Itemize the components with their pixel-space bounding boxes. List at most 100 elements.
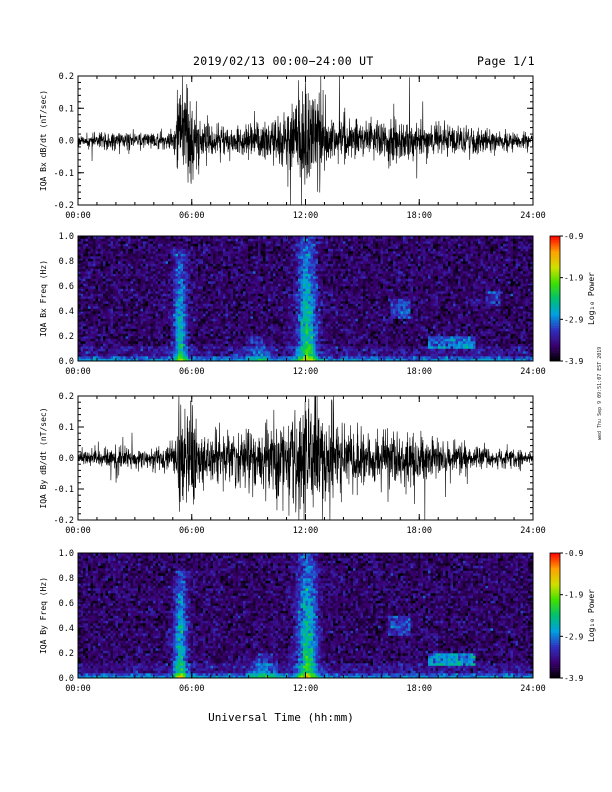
heatmap-cell [88, 249, 91, 252]
heatmap-cell [108, 246, 111, 249]
heatmap-cell [171, 281, 174, 284]
heatmap-cell [113, 314, 116, 317]
heatmap-cell [306, 349, 309, 352]
heatmap-cell [88, 321, 91, 324]
heatmap-cell [253, 329, 256, 332]
heatmap-cell [226, 274, 229, 277]
heatmap-cell [293, 321, 296, 324]
heatmap-cell [308, 289, 311, 292]
heatmap-cell [248, 314, 251, 317]
heatmap-cell [88, 301, 91, 304]
heatmap-cell [283, 276, 286, 279]
heatmap-cell [298, 321, 301, 324]
heatmap-cell [116, 274, 119, 277]
heatmap-cell [193, 276, 196, 279]
heatmap-cell [258, 244, 261, 247]
heatmap-cell [303, 311, 306, 314]
heatmap-cell [223, 261, 226, 264]
heatmap-cell [178, 314, 181, 317]
heatmap-cell [298, 324, 301, 327]
heatmap-cell [261, 279, 264, 282]
heatmap-cell [238, 276, 241, 279]
heatmap-cell [146, 344, 149, 347]
heatmap-cell [178, 281, 181, 284]
heatmap-cell [103, 296, 106, 299]
heatmap-cell [93, 344, 96, 347]
heatmap-cell [148, 324, 151, 327]
heatmap-cell [103, 246, 106, 249]
heatmap-cell [253, 326, 256, 329]
heatmap-cell [168, 311, 171, 314]
heatmap-cell [211, 344, 214, 347]
heatmap-cell [196, 349, 199, 352]
heatmap-cell [318, 319, 321, 322]
heatmap-cell [231, 266, 234, 269]
heatmap-cell [263, 266, 266, 269]
heatmap-cell [193, 271, 196, 274]
heatmap-cell [111, 264, 114, 267]
heatmap-cell [278, 276, 281, 279]
heatmap-cell [311, 299, 314, 302]
heatmap-cell [233, 326, 236, 329]
heatmap-cell [283, 261, 286, 264]
heatmap-cell [136, 259, 139, 262]
heatmap-cell [98, 331, 101, 334]
heatmap-cell [218, 351, 221, 354]
heatmap-cell [143, 289, 146, 292]
heatmap-cell [106, 336, 109, 339]
heatmap-cell [181, 321, 184, 324]
heatmap-cell [283, 344, 286, 347]
heatmap-cell [293, 286, 296, 289]
heatmap-cell [201, 291, 204, 294]
heatmap-cell [111, 341, 114, 344]
heatmap-cell [141, 269, 144, 272]
heatmap-cell [263, 289, 266, 292]
heatmap-cell [146, 274, 149, 277]
heatmap-cell [233, 334, 236, 337]
heatmap-cell [83, 281, 86, 284]
heatmap-cell [223, 244, 226, 247]
heatmap-cell [263, 251, 266, 254]
heatmap-cell [256, 294, 259, 297]
heatmap-cell [228, 264, 231, 267]
heatmap-cell [153, 281, 156, 284]
heatmap-cell [198, 264, 201, 267]
heatmap-cell [96, 334, 99, 337]
heatmap-cell [208, 301, 211, 304]
heatmap-cell [121, 319, 124, 322]
heatmap-cell [301, 259, 304, 262]
heatmap-cell [186, 284, 189, 287]
heatmap-cell [98, 354, 101, 357]
heatmap-cell [143, 316, 146, 319]
heatmap-cell [311, 276, 314, 279]
heatmap-cell [246, 344, 249, 347]
heatmap-cell [246, 294, 249, 297]
heatmap-cell [271, 346, 274, 349]
heatmap-cell [316, 261, 319, 264]
heatmap-cell [98, 259, 101, 262]
heatmap-cell [296, 354, 299, 357]
heatmap-cell [316, 269, 319, 272]
heatmap-cell [231, 251, 234, 254]
heatmap-cell [208, 256, 211, 259]
heatmap-cell [133, 241, 136, 244]
heatmap-cell [266, 324, 269, 327]
heatmap-cell [318, 254, 321, 257]
heatmap-cell [193, 314, 196, 317]
heatmap-cell [303, 349, 306, 352]
heatmap-cell [136, 331, 139, 334]
heatmap-cell [226, 301, 229, 304]
heatmap-cell [243, 274, 246, 277]
heatmap-cell [176, 256, 179, 259]
heatmap-cell [178, 329, 181, 332]
heatmap-cell [86, 296, 89, 299]
heatmap-cell [113, 256, 116, 259]
heatmap-cell [266, 286, 269, 289]
heatmap-cell [121, 344, 124, 347]
heatmap-cell [161, 261, 164, 264]
heatmap-cell [296, 316, 299, 319]
heatmap-cell [218, 314, 221, 317]
heatmap-cell [116, 304, 119, 307]
heatmap-cell [171, 321, 174, 324]
heatmap-cell [211, 349, 214, 352]
